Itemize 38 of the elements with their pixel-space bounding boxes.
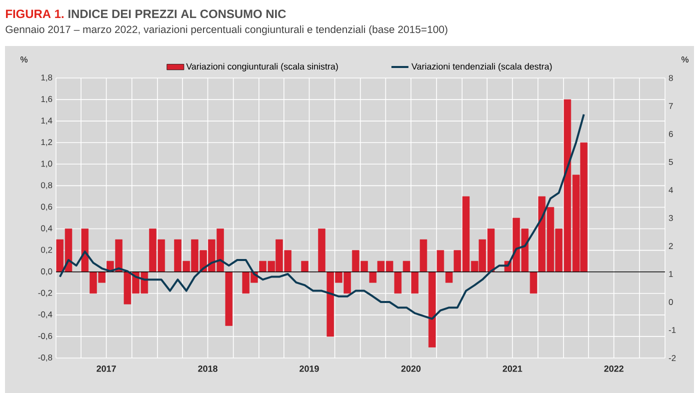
x-tick-label: 2017 bbox=[96, 366, 116, 372]
y2-tick-label: 0 bbox=[668, 299, 673, 305]
y-tick-label: 0,6 bbox=[41, 204, 52, 211]
x-tick-label: 2022 bbox=[604, 366, 624, 372]
y2-tick-label: -1 bbox=[668, 327, 676, 333]
y-tick-label: 0,4 bbox=[41, 225, 52, 232]
y2-tick-label: 5 bbox=[668, 159, 673, 165]
x-tick-label: 2021 bbox=[502, 366, 522, 372]
y-tick-label: 1,0 bbox=[41, 160, 52, 168]
y2-tick-label: 7 bbox=[668, 103, 673, 109]
y2-tick-label: 1 bbox=[669, 271, 673, 277]
y2-tick-label: 6 bbox=[668, 131, 673, 137]
y2-tick-label: -2 bbox=[668, 355, 676, 361]
y-tick-label: 1,8 bbox=[41, 74, 52, 82]
y-tick-label: -0,6 bbox=[38, 332, 52, 340]
y-tick-label: 1,2 bbox=[41, 139, 52, 146]
y-tick-label: 0,8 bbox=[41, 182, 52, 190]
y2-tick-label: 2 bbox=[668, 243, 673, 249]
y-tick-label: 0,0 bbox=[41, 268, 52, 276]
y2-tick-label: 3 bbox=[668, 215, 673, 221]
y-tick-label: 0,2 bbox=[41, 246, 52, 254]
legend-label: Variazioni tendenziali (scala destra) bbox=[411, 63, 552, 72]
y2-tick-label: 4 bbox=[668, 187, 673, 193]
chart-title: INDICE DEI PREZZI AL CONSUMO NIC bbox=[68, 10, 286, 18]
x-tick-label: 2018 bbox=[198, 366, 218, 372]
y2-tick-label: 8 bbox=[668, 75, 673, 81]
y-tick-label: 1,6 bbox=[41, 96, 52, 104]
legend-label: Variazioni congiunturali (scala sinistra) bbox=[186, 63, 338, 72]
y2-axis-title: % bbox=[682, 56, 688, 62]
x-tick-label: 2019 bbox=[300, 366, 319, 372]
chart-subtitle: Gennaio 2017 – marzo 2022, variazioni percentuali congiunturali e tendenziali (base 2015=100) bbox=[6, 25, 448, 36]
x-tick-label: 2020 bbox=[401, 366, 421, 372]
y-axis-title: % bbox=[20, 56, 28, 62]
text: FIGURA 1. bbox=[6, 10, 64, 18]
y-tick-label: -0,2 bbox=[38, 290, 52, 297]
y-tick-label: -0,8 bbox=[38, 354, 52, 362]
y-tick-label: -0,4 bbox=[38, 311, 52, 318]
y-tick-label: 1,4 bbox=[41, 118, 52, 125]
